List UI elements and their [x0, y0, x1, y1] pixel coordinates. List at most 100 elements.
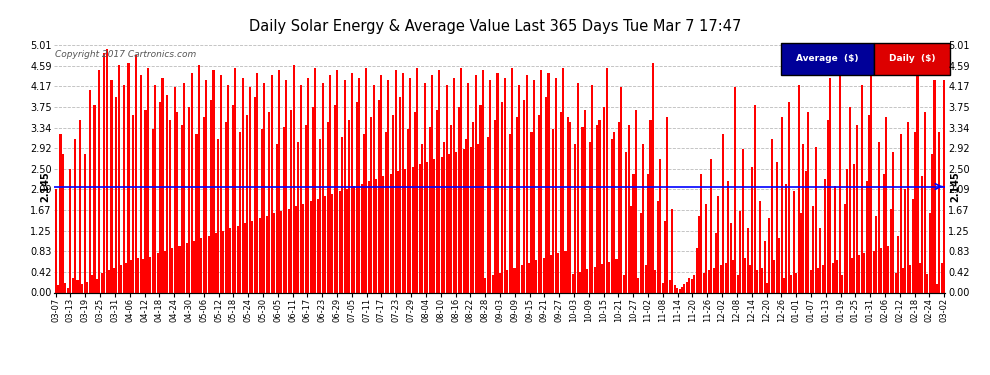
- Text: Average  ($): Average ($): [796, 54, 858, 63]
- Bar: [220, 75, 222, 292]
- Bar: [533, 80, 535, 292]
- Bar: [138, 258, 140, 292]
- Bar: [275, 144, 277, 292]
- Bar: [235, 68, 237, 292]
- Bar: [651, 63, 654, 292]
- Bar: [562, 68, 564, 292]
- Bar: [494, 120, 496, 292]
- Bar: [851, 258, 853, 292]
- Bar: [594, 267, 596, 292]
- Bar: [649, 120, 651, 292]
- Bar: [514, 268, 516, 292]
- Bar: [253, 98, 255, 292]
- Bar: [740, 211, 742, 292]
- Bar: [705, 204, 707, 292]
- Bar: [698, 216, 700, 292]
- Bar: [802, 144, 805, 292]
- Bar: [76, 280, 78, 292]
- Bar: [870, 73, 872, 292]
- Bar: [817, 268, 819, 292]
- Bar: [395, 70, 397, 292]
- Bar: [552, 129, 554, 292]
- Bar: [882, 174, 885, 292]
- Bar: [499, 273, 501, 292]
- Bar: [547, 73, 549, 292]
- Bar: [84, 154, 86, 292]
- Bar: [59, 134, 61, 292]
- Bar: [868, 115, 870, 292]
- Bar: [426, 162, 428, 292]
- Bar: [278, 70, 280, 292]
- Text: Daily  ($): Daily ($): [889, 54, 936, 63]
- Bar: [812, 206, 814, 292]
- Bar: [829, 78, 832, 292]
- Bar: [455, 152, 457, 292]
- Bar: [324, 196, 326, 292]
- Bar: [554, 78, 556, 292]
- Bar: [766, 283, 768, 292]
- Bar: [205, 80, 207, 292]
- Bar: [693, 275, 695, 292]
- Bar: [630, 206, 632, 292]
- Bar: [640, 213, 642, 292]
- Bar: [140, 75, 142, 292]
- Bar: [222, 231, 224, 292]
- Bar: [482, 70, 484, 292]
- Bar: [914, 132, 916, 292]
- Bar: [57, 285, 59, 292]
- Bar: [387, 80, 389, 292]
- Bar: [773, 260, 775, 292]
- Bar: [397, 171, 399, 292]
- Bar: [414, 112, 416, 292]
- Bar: [678, 288, 681, 292]
- Bar: [793, 191, 795, 292]
- Bar: [917, 70, 919, 292]
- Bar: [363, 134, 365, 292]
- Bar: [815, 147, 817, 292]
- Bar: [758, 201, 760, 292]
- Bar: [768, 218, 770, 292]
- Bar: [439, 70, 441, 292]
- Bar: [372, 85, 375, 292]
- Bar: [412, 166, 414, 292]
- Bar: [940, 263, 942, 292]
- Bar: [380, 75, 382, 292]
- Bar: [465, 140, 467, 292]
- Bar: [145, 110, 147, 292]
- Bar: [567, 117, 569, 292]
- Bar: [103, 53, 105, 292]
- Bar: [327, 122, 329, 292]
- Bar: [753, 105, 756, 292]
- Bar: [822, 266, 824, 292]
- Bar: [863, 253, 865, 292]
- Bar: [399, 98, 401, 292]
- Bar: [350, 73, 352, 292]
- Bar: [198, 65, 200, 292]
- Bar: [409, 78, 411, 292]
- Bar: [385, 132, 387, 292]
- Bar: [263, 82, 265, 292]
- Bar: [446, 85, 447, 292]
- Bar: [79, 120, 81, 292]
- Bar: [807, 112, 809, 292]
- Bar: [240, 132, 242, 292]
- Bar: [444, 142, 446, 292]
- Bar: [543, 258, 545, 292]
- Bar: [644, 266, 646, 292]
- Bar: [521, 266, 523, 292]
- Bar: [86, 282, 88, 292]
- Bar: [623, 275, 625, 292]
- Bar: [123, 85, 125, 292]
- Bar: [332, 194, 334, 292]
- Bar: [133, 115, 135, 292]
- Bar: [462, 149, 464, 292]
- Bar: [382, 176, 384, 292]
- Bar: [718, 196, 720, 292]
- Bar: [474, 75, 477, 292]
- Bar: [489, 80, 491, 292]
- Bar: [681, 286, 683, 292]
- Bar: [549, 255, 552, 292]
- Bar: [280, 211, 282, 292]
- Bar: [168, 120, 171, 292]
- Bar: [431, 75, 433, 292]
